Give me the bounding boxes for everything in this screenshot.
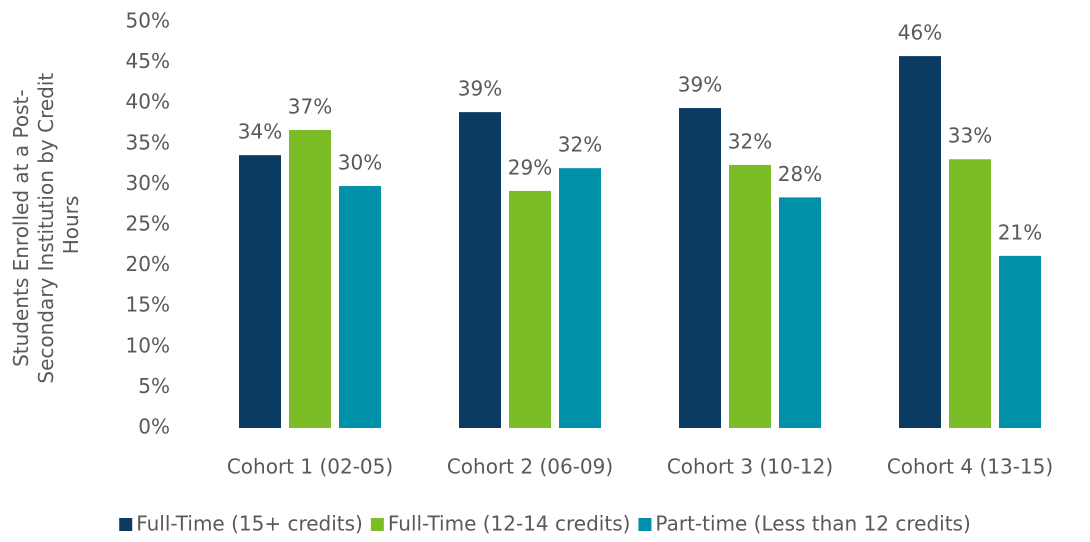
bar: [949, 159, 991, 428]
bar: [779, 197, 821, 428]
y-tick-label: 35%: [126, 130, 170, 154]
value-label: 28%: [778, 162, 822, 186]
bar: [999, 255, 1041, 428]
y-tick-label: 45%: [126, 49, 170, 73]
value-label: 33%: [948, 124, 992, 148]
y-tick-label: 50%: [126, 9, 170, 33]
bar: [289, 129, 331, 428]
y-tick-label: 40%: [126, 90, 170, 114]
y-tick-label: 0%: [138, 415, 170, 439]
bar: [509, 190, 551, 428]
y-tick-label: 15%: [126, 293, 170, 317]
value-label: 30%: [338, 151, 382, 175]
x-tick-label: Cohort 2 (06-09): [447, 455, 613, 479]
x-tick-label: Cohort 3 (10-12): [667, 455, 833, 479]
bar: [729, 164, 771, 429]
y-tick-label: 10%: [126, 333, 170, 357]
legend-swatch: [638, 518, 652, 531]
x-tick-label: Cohort 4 (13-15): [887, 455, 1053, 479]
legend-swatch: [370, 518, 384, 531]
value-label: 32%: [728, 129, 772, 153]
value-label: 34%: [238, 120, 282, 144]
bar: [679, 108, 721, 429]
legend-swatch: [119, 518, 133, 531]
x-tick-label: Cohort 1 (02-05): [227, 455, 393, 479]
y-axis-label-line: Hours: [59, 196, 83, 255]
bar: [339, 186, 381, 428]
value-label: 39%: [678, 73, 722, 97]
y-tick-label: 5%: [138, 374, 170, 398]
y-axis-label-line: Students Enrolled at a Post-: [9, 89, 33, 366]
value-label: 32%: [558, 133, 602, 157]
y-tick-label: 20%: [126, 252, 170, 276]
value-label: 37%: [288, 94, 332, 118]
value-label: 21%: [998, 220, 1042, 244]
value-label: 29%: [508, 155, 552, 179]
bar: [559, 168, 601, 428]
legend-label: Part-time (Less than 12 credits): [655, 512, 970, 536]
y-tick-label: 30%: [126, 171, 170, 195]
y-axis-label-line: Secondary Institution by Credit: [34, 73, 58, 384]
legend-label: Full-Time (15+ credits): [136, 512, 363, 536]
bar: [239, 155, 281, 428]
y-axis-label: Students Enrolled at a Post- Secondary I…: [9, 66, 83, 383]
y-tick-label: 25%: [126, 212, 170, 236]
value-label: 46%: [898, 21, 942, 45]
legend-label: Full-Time (12-14 credits): [388, 512, 631, 536]
bar: [459, 112, 501, 428]
value-label: 39%: [458, 77, 502, 101]
bar: [899, 56, 941, 428]
